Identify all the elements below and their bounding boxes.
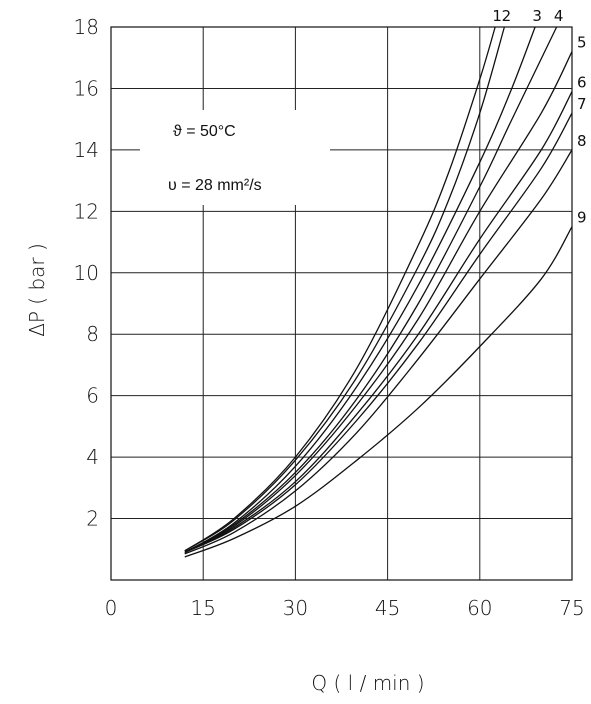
series-label-7: 7	[577, 95, 587, 113]
y-tick-label: 4	[86, 445, 99, 469]
temperature-annotation: ϑ = 50°C	[173, 123, 236, 140]
series-label-5: 5	[577, 34, 587, 52]
y-tick-label: 12	[74, 199, 99, 223]
x-tick-label: 0	[105, 596, 118, 620]
curve-layer	[185, 27, 572, 557]
series-label-6: 6	[577, 74, 587, 92]
x-tick-label: 45	[375, 596, 400, 620]
series-label-9: 9	[577, 209, 587, 227]
series-curve-8	[185, 150, 572, 554]
annotation-layer: ϑ = 50°C υ = 28 mm²/s	[140, 110, 330, 205]
x-tick-label: 15	[190, 596, 215, 620]
series-label-2: 2	[502, 7, 512, 25]
y-tick-label: 2	[86, 507, 99, 531]
x-tick-label: 75	[559, 596, 584, 620]
y-tick-label: 14	[74, 138, 99, 162]
series-curve-9	[185, 227, 572, 557]
y-tick-label: 16	[74, 76, 99, 100]
y-tick-label: 18	[74, 15, 99, 39]
series-curve-4	[185, 27, 557, 552]
series-label-8: 8	[577, 132, 587, 150]
y-tick-label: 10	[74, 261, 99, 285]
y-axis-title: ΔP ( bar )	[25, 243, 49, 337]
x-tick-label: 60	[467, 596, 492, 620]
viscosity-annotation: υ = 28 mm²/s	[168, 177, 262, 194]
x-axis-title: Q ( l / min )	[311, 671, 424, 695]
series-label-4: 4	[554, 7, 564, 25]
y-tick-label: 6	[86, 384, 99, 408]
x-tick-label: 30	[283, 596, 308, 620]
series-label-3: 3	[532, 7, 542, 25]
series-label-1: 1	[492, 7, 502, 25]
y-tick-label: 8	[86, 322, 99, 346]
